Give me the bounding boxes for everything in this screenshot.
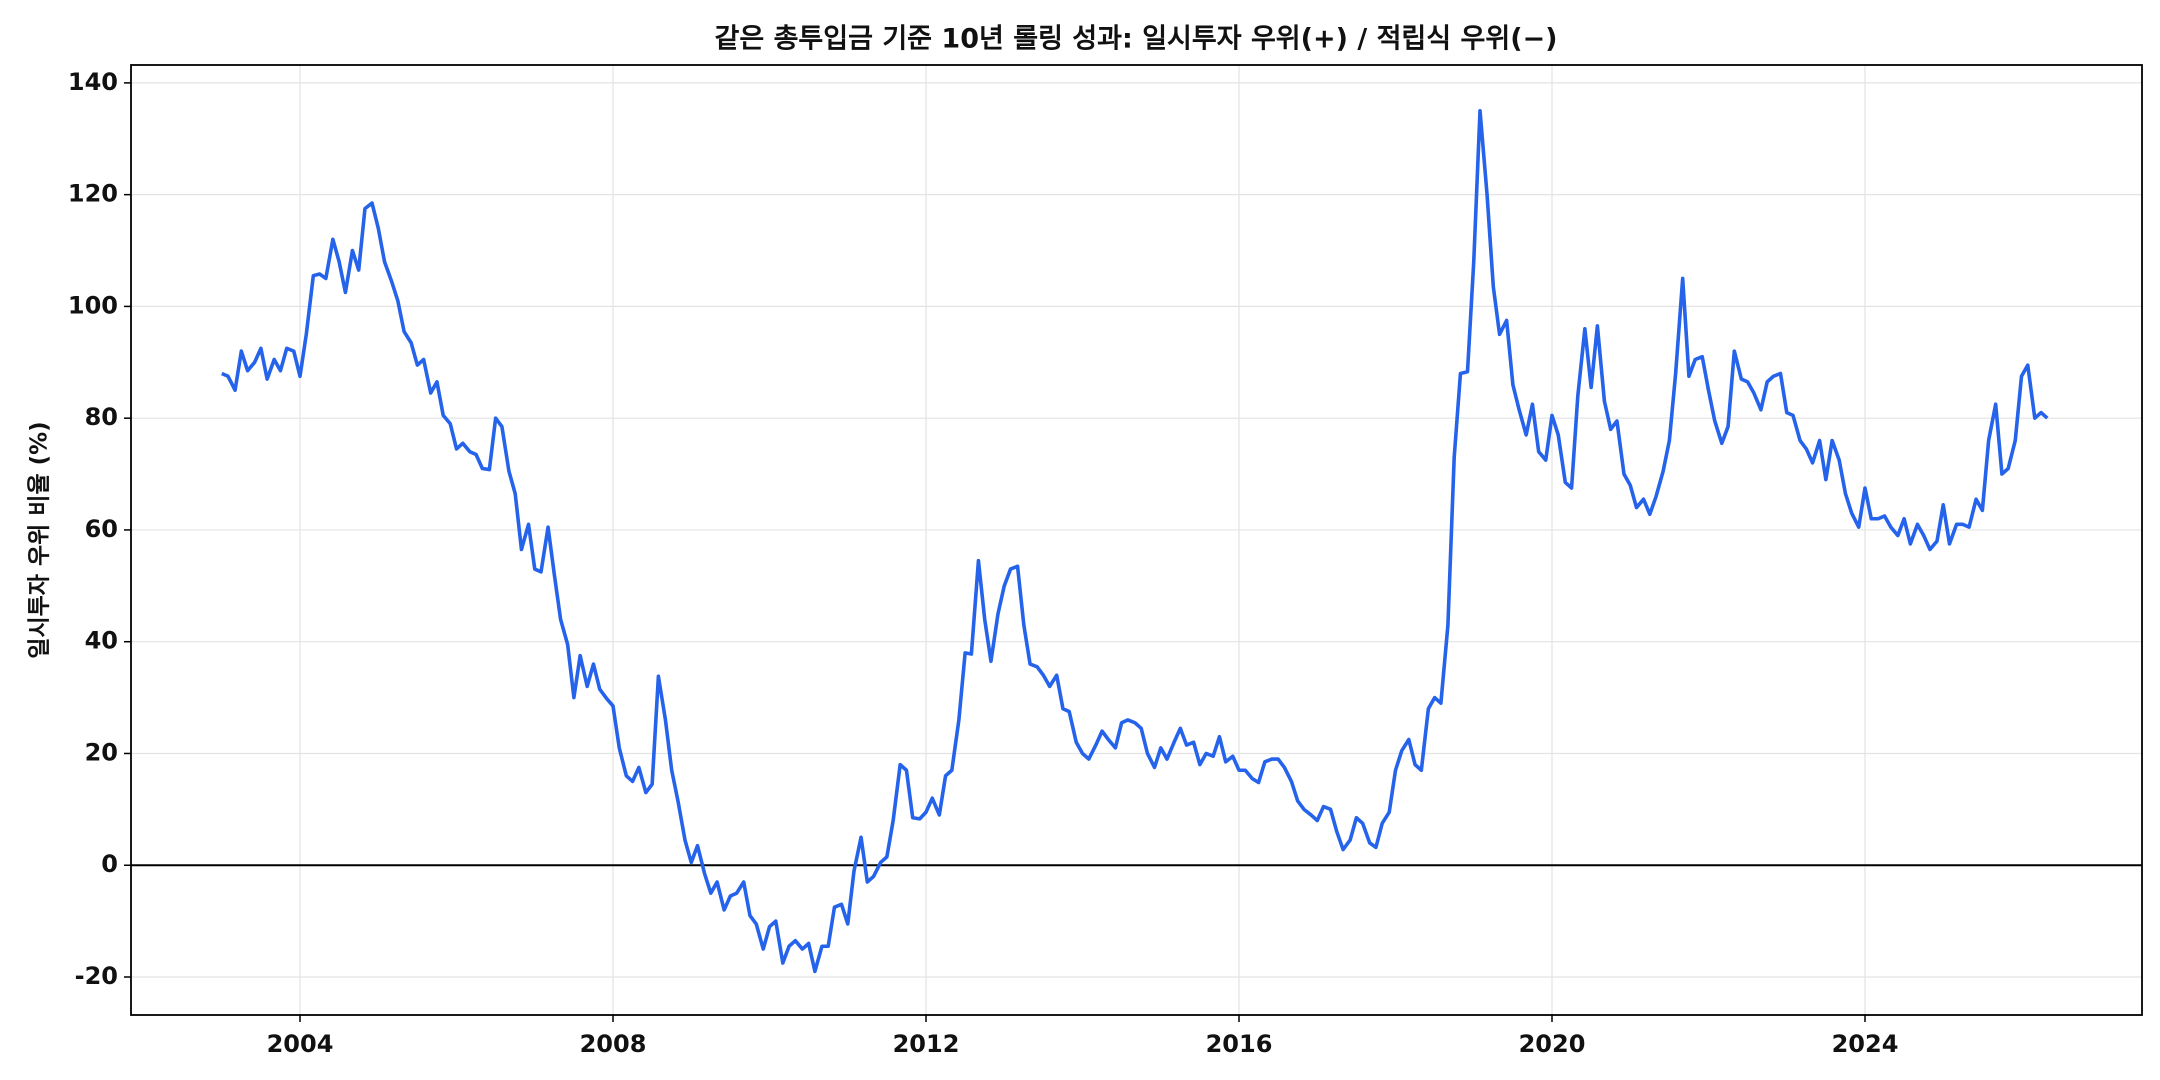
y-tick-label: 80	[85, 403, 118, 431]
x-tick-label: 2004	[267, 1030, 334, 1058]
x-tick-label: 2012	[893, 1030, 960, 1058]
chart-title: 같은 총투입금 기준 10년 롤링 성과: 일시투자 우위(+) / 적립식 우…	[715, 24, 1558, 55]
x-tick-label: 2008	[580, 1030, 647, 1058]
data-line	[221, 109, 2049, 974]
y-tick-label: 20	[85, 738, 118, 766]
plot-frame	[130, 64, 2143, 1016]
x-tick-label: 2020	[1519, 1030, 1586, 1058]
x-tick-label: 2016	[1206, 1030, 1273, 1058]
x-tick-label: 2024	[1832, 1030, 1899, 1058]
y-tick-label: 120	[68, 180, 118, 208]
y-tick-label: -20	[75, 962, 118, 990]
y-tick-label: 0	[101, 850, 118, 878]
y-tick-label: 100	[68, 291, 118, 319]
y-tick-label: 60	[85, 515, 118, 543]
y-axis-label: 일시투자 우위 비율 (%)	[27, 421, 53, 658]
y-tick-label: 140	[68, 68, 118, 96]
y-tick-label: 40	[85, 627, 118, 655]
